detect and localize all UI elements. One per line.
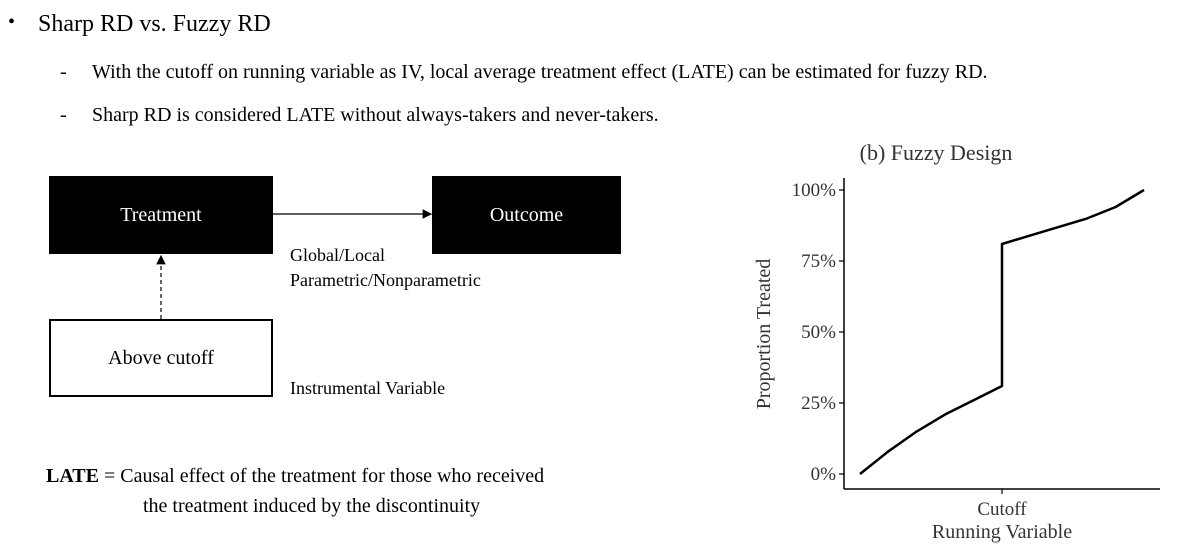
edge-label-global-local: Global/Local	[290, 245, 385, 265]
y-axis-label: Proportion Treated	[753, 259, 775, 410]
late-definition: LATE = Causal effect of the treatment fo…	[46, 462, 544, 490]
chart-title: (b) Fuzzy Design	[860, 140, 1013, 165]
diagram-edges	[156, 209, 433, 319]
edge-label-parametric: Parametric/Nonparametric	[290, 270, 481, 290]
sub-bullet-marker: -	[60, 104, 67, 126]
fuzzy-design-chart: (b) Fuzzy Design 0%25%50%75%100% Cutoff …	[753, 140, 1160, 543]
x-tick-label: Cutoff	[977, 499, 1027, 520]
sub-bullet-marker: -	[60, 61, 67, 83]
instrument-node: Above cutoff	[49, 319, 273, 397]
x-axis-label: Running Variable	[932, 521, 1072, 543]
treatment-label: Treatment	[120, 203, 202, 226]
y-tick-label: 0%	[811, 464, 837, 485]
instrumental-variable-caption: Instrumental Variable	[290, 378, 446, 398]
treatment-node: Treatment	[49, 176, 273, 254]
late-text-line2: the treatment induced by the discontinui…	[143, 495, 481, 517]
bullet-heading: Sharp RD vs. Fuzzy RD	[38, 11, 271, 37]
sub-bullet-text: Sharp RD is considered LATE without alwa…	[92, 104, 659, 126]
outcome-label: Outcome	[489, 203, 564, 226]
y-tick-label: 25%	[801, 393, 836, 414]
y-tick-label: 75%	[801, 251, 836, 272]
sub-bullet-text: With the cutoff on running variable as I…	[92, 61, 988, 83]
instrument-label: Above cutoff	[108, 346, 214, 369]
series-line	[859, 188, 1145, 475]
bullet-marker: •	[8, 11, 16, 33]
outcome-node: Outcome	[432, 176, 621, 254]
late-text-line1: = Causal effect of the treatment for tho…	[98, 465, 545, 487]
y-tick-label: 50%	[801, 322, 836, 343]
late-term: LATE	[46, 465, 99, 487]
y-tick-label: 100%	[792, 180, 837, 201]
